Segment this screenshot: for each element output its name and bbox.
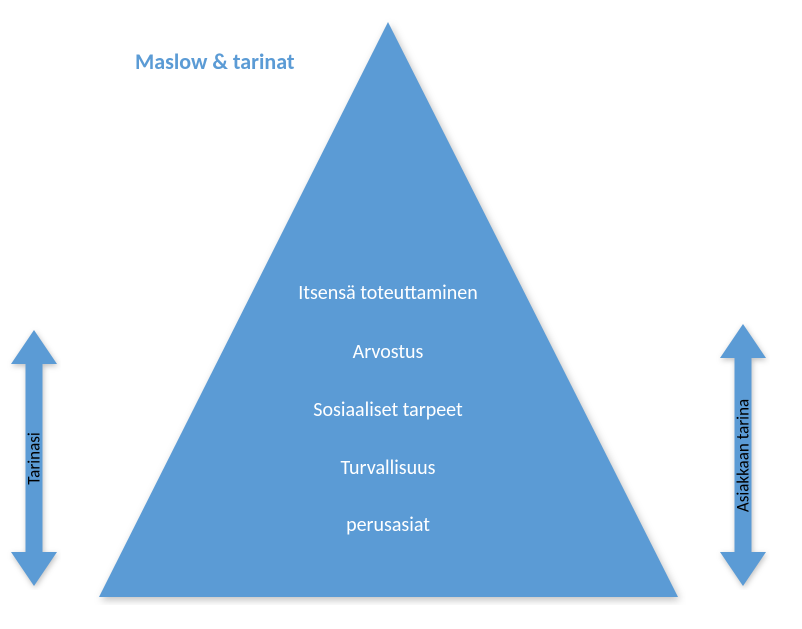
pyramid-level-4: Turvallisuus — [341, 456, 436, 480]
pyramid-level-2: Arvostus — [353, 340, 424, 364]
right-arrow-label: Asiakkaan tarina — [733, 399, 754, 512]
pyramid-level-1: Itsensä toteuttaminen — [298, 281, 478, 305]
pyramid-level-5: perusasiat — [346, 513, 430, 537]
left-arrow-label: Tarinasi — [24, 432, 45, 485]
pyramid-level-3: Sosiaaliset tarpeet — [313, 398, 462, 422]
